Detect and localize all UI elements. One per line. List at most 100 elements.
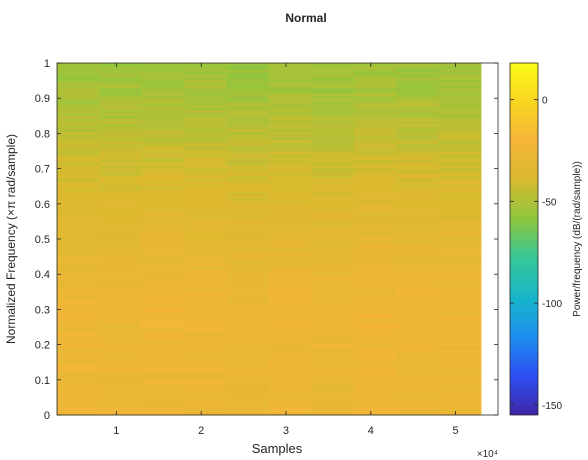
heatmap-cell [438,167,482,171]
heatmap-cell [438,327,482,331]
heatmap-cell [438,115,482,119]
heatmap-cell [184,189,228,193]
heatmap-cell [269,294,312,298]
heatmap-cell [269,241,312,245]
heatmap-cell [226,175,270,179]
heatmap-cell [269,244,312,248]
heatmap-cell [184,118,228,122]
heatmap-cell [184,225,228,229]
heatmap-cell [311,310,355,314]
heatmap-cell [438,65,482,69]
heatmap-cell [141,85,185,89]
heatmap-cell [141,96,185,100]
heatmap-cell [57,302,100,306]
heatmap-cell [226,272,270,276]
heatmap-cell [141,263,185,267]
heatmap-cell [353,321,397,325]
heatmap-cell [226,208,270,212]
heatmap-cell [269,335,312,339]
heatmap-cell [311,332,355,336]
heatmap-cell [226,404,270,408]
heatmap-cell [226,307,270,311]
heatmap-cell [184,151,228,155]
heatmap-cell [438,90,482,94]
heatmap-cell [226,351,270,355]
heatmap-cell [438,373,482,377]
heatmap-cell [396,189,440,193]
heatmap-cell [184,98,228,102]
heatmap-cell [438,321,482,325]
heatmap-cell [226,206,270,210]
heatmap-cell [396,360,440,364]
heatmap-cell [226,74,270,78]
heatmap-cell [438,219,482,223]
heatmap-cell [269,236,312,240]
heatmap-cell [396,362,440,366]
heatmap-cell [226,299,270,303]
heatmap-cell [57,195,100,199]
heatmap-cell [311,228,355,232]
heatmap-cell [99,241,143,245]
heatmap-cell [269,379,312,383]
heatmap-cell [99,74,143,78]
heatmap-cell [99,192,143,196]
heatmap-cell [311,208,355,212]
heatmap-cell [396,82,440,86]
heatmap-cell [269,206,312,210]
heatmap-cell [184,346,228,350]
heatmap-cell [99,288,143,292]
heatmap-cell [353,153,397,157]
heatmap-cell [269,409,312,413]
heatmap-cell [99,371,143,375]
heatmap-cell [353,197,397,201]
heatmap-cell [57,324,100,328]
heatmap-cell [57,291,100,295]
heatmap-cell [184,82,228,86]
heatmap-cell [353,285,397,289]
heatmap-cell [99,175,143,179]
heatmap-cell [396,101,440,105]
heatmap-cell [226,107,270,111]
heatmap-cell [269,373,312,377]
heatmap-cell [184,368,228,372]
heatmap-cell [57,236,100,240]
heatmap-cell [57,296,100,300]
heatmap-cell [226,241,270,245]
heatmap-cell [57,101,100,105]
heatmap-cell [353,373,397,377]
heatmap-cell [438,269,482,273]
heatmap-cell [438,195,482,199]
heatmap-cell [141,332,185,336]
heatmap-cell [311,192,355,196]
heatmap-cell [141,153,185,157]
heatmap-cell [269,272,312,276]
heatmap-cell [311,340,355,344]
heatmap-cell [269,302,312,306]
heatmap-cell [353,294,397,298]
heatmap-cell [184,321,228,325]
heatmap-cell [269,200,312,204]
heatmap-cell [141,390,185,394]
heatmap-cell [99,291,143,295]
heatmap-cell [269,296,312,300]
heatmap-cell [438,145,482,149]
heatmap-cell [353,338,397,342]
heatmap-cell [396,181,440,185]
heatmap-cell [226,252,270,256]
heatmap-cell [141,162,185,166]
heatmap-cell [57,247,100,251]
heatmap-cell [184,101,228,105]
heatmap-cell [353,126,397,130]
heatmap-cell [269,79,312,83]
heatmap-cell [141,189,185,193]
heatmap-cell [57,93,100,97]
heatmap-cell [57,404,100,408]
heatmap-cell [57,321,100,325]
heatmap-cell [226,338,270,342]
heatmap-cell [184,184,228,188]
heatmap-cell [396,261,440,265]
heatmap-cell [438,96,482,100]
heatmap-cell [269,115,312,119]
heatmap-cell [353,384,397,388]
heatmap-cell [269,266,312,270]
